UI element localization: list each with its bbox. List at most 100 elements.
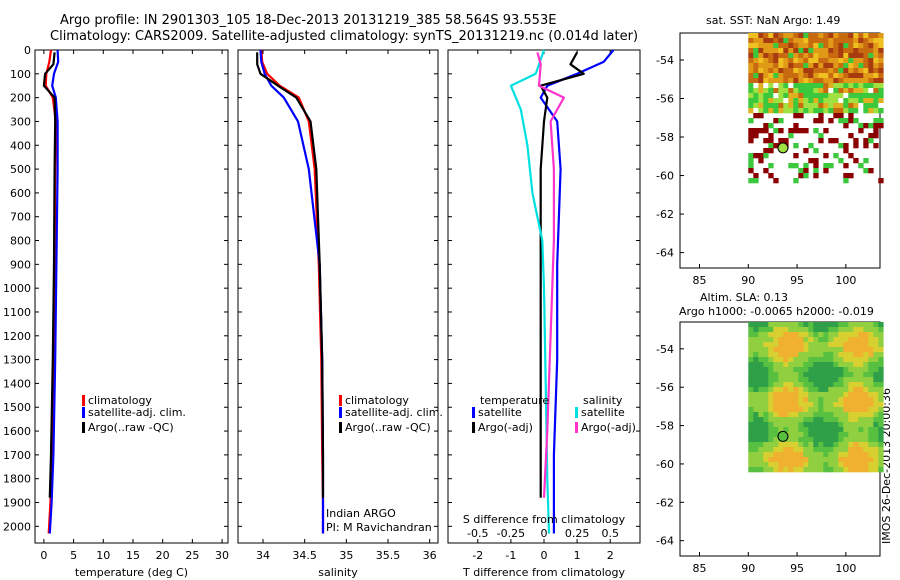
map-cell xyxy=(878,123,884,129)
map-cell xyxy=(803,332,809,338)
map-cell xyxy=(823,332,829,338)
map-cell xyxy=(878,332,884,338)
map-cell xyxy=(868,462,874,468)
map-cell xyxy=(798,58,804,64)
top-axis-label: S difference from climatology xyxy=(463,513,626,526)
map-cell xyxy=(773,352,779,358)
map-cell xyxy=(818,58,824,64)
map-cell xyxy=(828,352,834,358)
map-cell xyxy=(873,327,879,333)
map-cell xyxy=(803,73,809,79)
map-cell xyxy=(808,427,814,433)
map-cell xyxy=(768,133,774,139)
map-cell xyxy=(748,118,754,124)
map-cell xyxy=(868,337,874,343)
x-tick-label: 2 xyxy=(607,549,614,562)
map-cell xyxy=(813,417,819,423)
map-cell xyxy=(763,93,769,99)
map-cell xyxy=(863,138,869,144)
map-cell xyxy=(833,447,839,453)
map-cell xyxy=(783,73,789,79)
map-cell xyxy=(753,442,759,448)
map-cell xyxy=(778,372,784,378)
map-cell xyxy=(788,427,794,433)
map-cell xyxy=(788,377,794,383)
map-cell xyxy=(813,392,819,398)
map-cell xyxy=(813,168,819,174)
legend-climatology-swatch xyxy=(82,395,85,406)
map-cell xyxy=(833,392,839,398)
map-cell xyxy=(848,362,854,368)
map-cell xyxy=(783,342,789,348)
map-cell xyxy=(758,422,764,428)
map-cell xyxy=(793,352,799,358)
map-cell xyxy=(768,372,774,378)
map-cell xyxy=(878,442,884,448)
map-cell xyxy=(753,382,759,388)
x-tick-label: -1 xyxy=(505,549,516,562)
map-cell xyxy=(773,377,779,383)
map-cell xyxy=(858,83,864,89)
map-cell xyxy=(858,437,864,443)
map-cell xyxy=(833,342,839,348)
x-tick-label: 15 xyxy=(126,549,140,562)
map-cell xyxy=(843,367,849,373)
map-cell xyxy=(863,33,869,39)
map-cell xyxy=(778,407,784,413)
map-cell xyxy=(748,163,754,169)
map-cell xyxy=(858,442,864,448)
map-cell xyxy=(823,452,829,458)
map-cell xyxy=(843,437,849,443)
map-cell xyxy=(873,387,879,393)
map-cell xyxy=(783,422,789,428)
map-cell xyxy=(778,93,784,99)
map-cell xyxy=(798,168,804,174)
map-cell xyxy=(763,68,769,74)
map-cell xyxy=(838,402,844,408)
map-cell xyxy=(818,103,824,109)
map-cell xyxy=(803,422,809,428)
map-cell xyxy=(818,402,824,408)
map-cell xyxy=(803,78,809,84)
map-cell xyxy=(828,138,834,144)
map-cell xyxy=(778,108,784,114)
map-cell xyxy=(763,337,769,343)
map-cell xyxy=(768,337,774,343)
map-cell xyxy=(758,337,764,343)
map-cell xyxy=(833,457,839,463)
map-cell xyxy=(868,133,874,139)
map-cell xyxy=(863,48,869,54)
map-cell xyxy=(863,337,869,343)
map-cell xyxy=(848,73,854,79)
map-cell xyxy=(818,417,824,423)
map-cell xyxy=(778,377,784,383)
map-cell xyxy=(813,98,819,104)
map-cell xyxy=(758,427,764,433)
map-cell xyxy=(788,422,794,428)
map-cell xyxy=(863,98,869,104)
map-cell xyxy=(833,108,839,114)
map-cell xyxy=(878,392,884,398)
map-cell xyxy=(823,372,829,378)
map-cell xyxy=(758,442,764,448)
map-cell xyxy=(833,367,839,373)
map-cell xyxy=(783,327,789,333)
map-cell xyxy=(758,382,764,388)
map-cell xyxy=(748,53,754,59)
map-cell xyxy=(813,407,819,413)
map-cell xyxy=(748,437,754,443)
y-tick-label: 200 xyxy=(10,92,31,105)
map-cell xyxy=(808,352,814,358)
map-cell xyxy=(793,108,799,114)
map-cell xyxy=(773,83,779,89)
y-tick-label: 1500 xyxy=(3,401,31,414)
map-cell xyxy=(748,78,754,84)
map-cell xyxy=(873,123,879,129)
map-cell xyxy=(803,462,809,468)
map-cell xyxy=(753,347,759,353)
map-cell xyxy=(753,362,759,368)
map-cell xyxy=(863,407,869,413)
map-cell xyxy=(763,432,769,438)
map-cell xyxy=(828,422,834,428)
map-cell xyxy=(858,48,864,54)
